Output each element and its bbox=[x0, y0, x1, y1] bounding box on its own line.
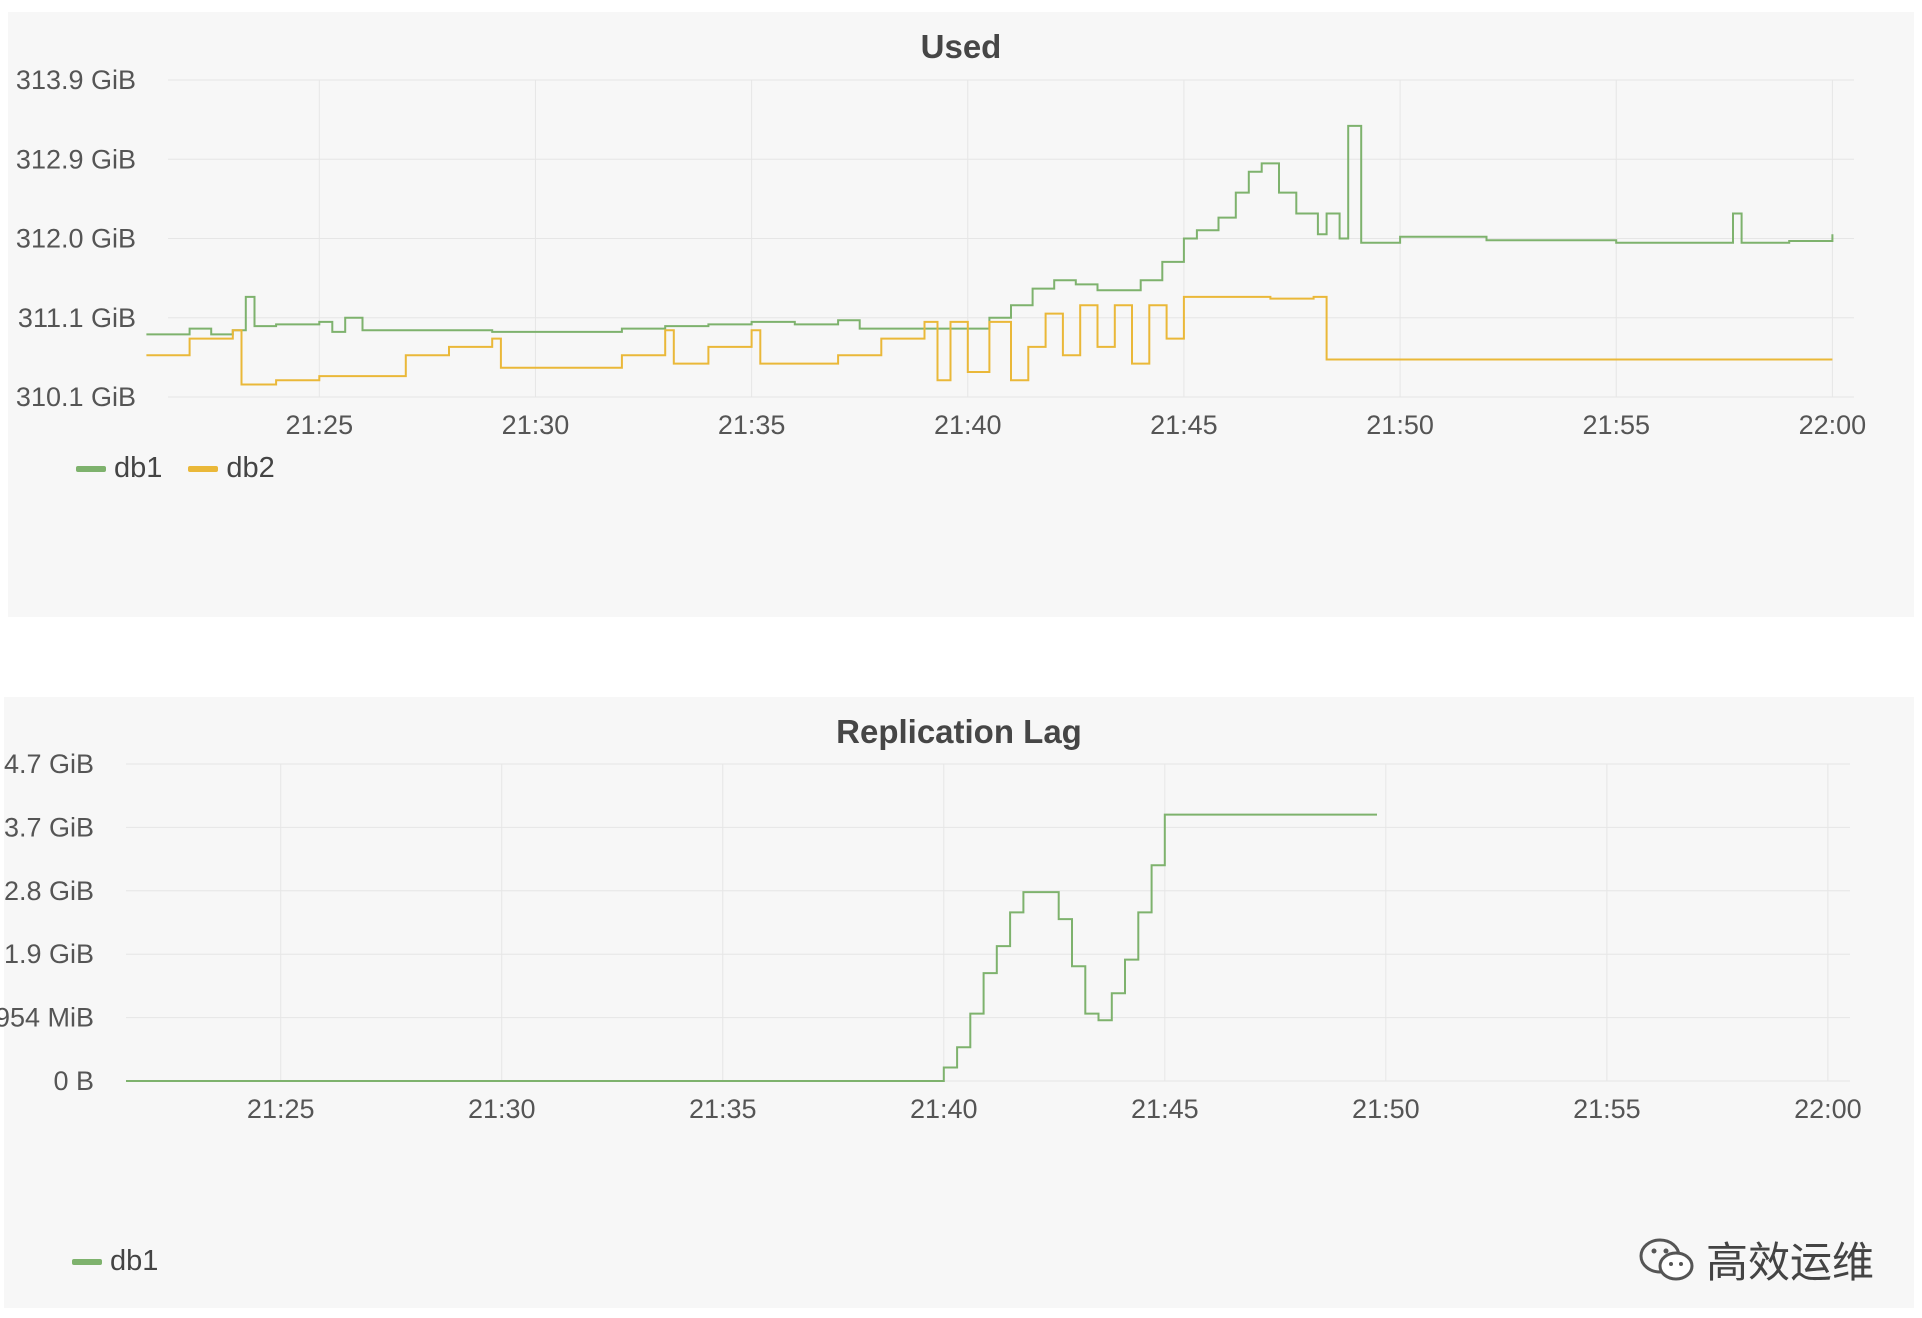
y-tick-label: 310.1 GiB bbox=[16, 382, 136, 412]
series-line-db1 bbox=[126, 813, 1377, 1082]
legend-swatch bbox=[76, 465, 106, 472]
x-tick-label: 21:25 bbox=[286, 410, 354, 440]
x-tick-label: 21:30 bbox=[502, 410, 570, 440]
x-tick-label: 21:35 bbox=[689, 1094, 757, 1124]
y-tick-label: 313.9 GiB bbox=[16, 65, 136, 95]
replication-lag-panel: Replication Lag 4.7 GiB 3.7 GiB 2.8 GiB 1.9… bbox=[0, 697, 1914, 1308]
y-tick-label: 311.1 GiB bbox=[18, 303, 136, 333]
x-tick-label: 21:45 bbox=[1150, 410, 1218, 440]
chart-title: Replication Lag bbox=[836, 713, 1082, 750]
legend-label: db2 bbox=[226, 452, 275, 484]
x-tick-label: 22:00 bbox=[1799, 410, 1867, 440]
replication-lag-chart: 4.7 GiB 3.7 GiB 2.8 GiB 1.9 GiB 954 MiB 0 B 21… bbox=[0, 749, 1862, 1124]
legend-label: db1 bbox=[110, 1245, 159, 1277]
x-tick-label: 21:55 bbox=[1582, 410, 1650, 440]
x-tick-label: 21:50 bbox=[1366, 410, 1434, 440]
x-tick-label: 21:40 bbox=[934, 410, 1002, 440]
y-tick-label: 4.7 GiB bbox=[4, 749, 94, 779]
x-tick-label: 21:55 bbox=[1573, 1094, 1641, 1124]
y-tick-label: 2.8 GiB bbox=[4, 876, 94, 906]
legend: db1 bbox=[72, 1245, 158, 1278]
series-line-db2 bbox=[146, 295, 1833, 386]
y-tick-label: 312.9 GiB bbox=[16, 144, 136, 174]
legend-item-db1[interactable]: db1 bbox=[72, 1245, 158, 1278]
y-tick-label: 1.9 GiB bbox=[4, 939, 94, 969]
x-tick-label: 21:30 bbox=[468, 1094, 536, 1124]
legend-swatch bbox=[188, 465, 219, 472]
watermark-text: 高效运维 bbox=[1705, 1239, 1874, 1286]
watermark: 高效运维 bbox=[1638, 1229, 1874, 1290]
legend: db1 db2 bbox=[76, 452, 275, 485]
y-tick-label: 0 B bbox=[53, 1066, 94, 1096]
x-tick-label: 22:00 bbox=[1794, 1094, 1862, 1124]
series-line-db1 bbox=[146, 124, 1834, 336]
used-panel: Used 313.9 GiB 312.9 GiB 312.0 GiB 311.1 Gi… bbox=[8, 12, 1914, 617]
chart-title: Used bbox=[920, 28, 1002, 65]
x-tick-label: 21:50 bbox=[1352, 1094, 1420, 1124]
x-tick-label: 21:35 bbox=[718, 410, 786, 440]
y-tick-label: 312.0 GiB bbox=[16, 224, 136, 254]
x-tick-label: 21:40 bbox=[910, 1094, 978, 1124]
x-tick-label: 21:45 bbox=[1131, 1094, 1199, 1124]
y-tick-label: 954 MiB bbox=[0, 1003, 94, 1033]
wechat-icon bbox=[1639, 1238, 1694, 1280]
legend-swatch bbox=[72, 1258, 102, 1265]
legend-label: db1 bbox=[114, 452, 163, 484]
x-tick-label: 21:25 bbox=[247, 1094, 315, 1124]
y-tick-label: 3.7 GiB bbox=[4, 812, 94, 842]
legend-item-db1[interactable]: db1 bbox=[76, 452, 162, 485]
legend-item-db2[interactable]: db2 bbox=[188, 452, 275, 485]
used-chart: 313.9 GiB 312.9 GiB 312.0 GiB 311.1 GiB 310.… bbox=[16, 65, 1867, 440]
